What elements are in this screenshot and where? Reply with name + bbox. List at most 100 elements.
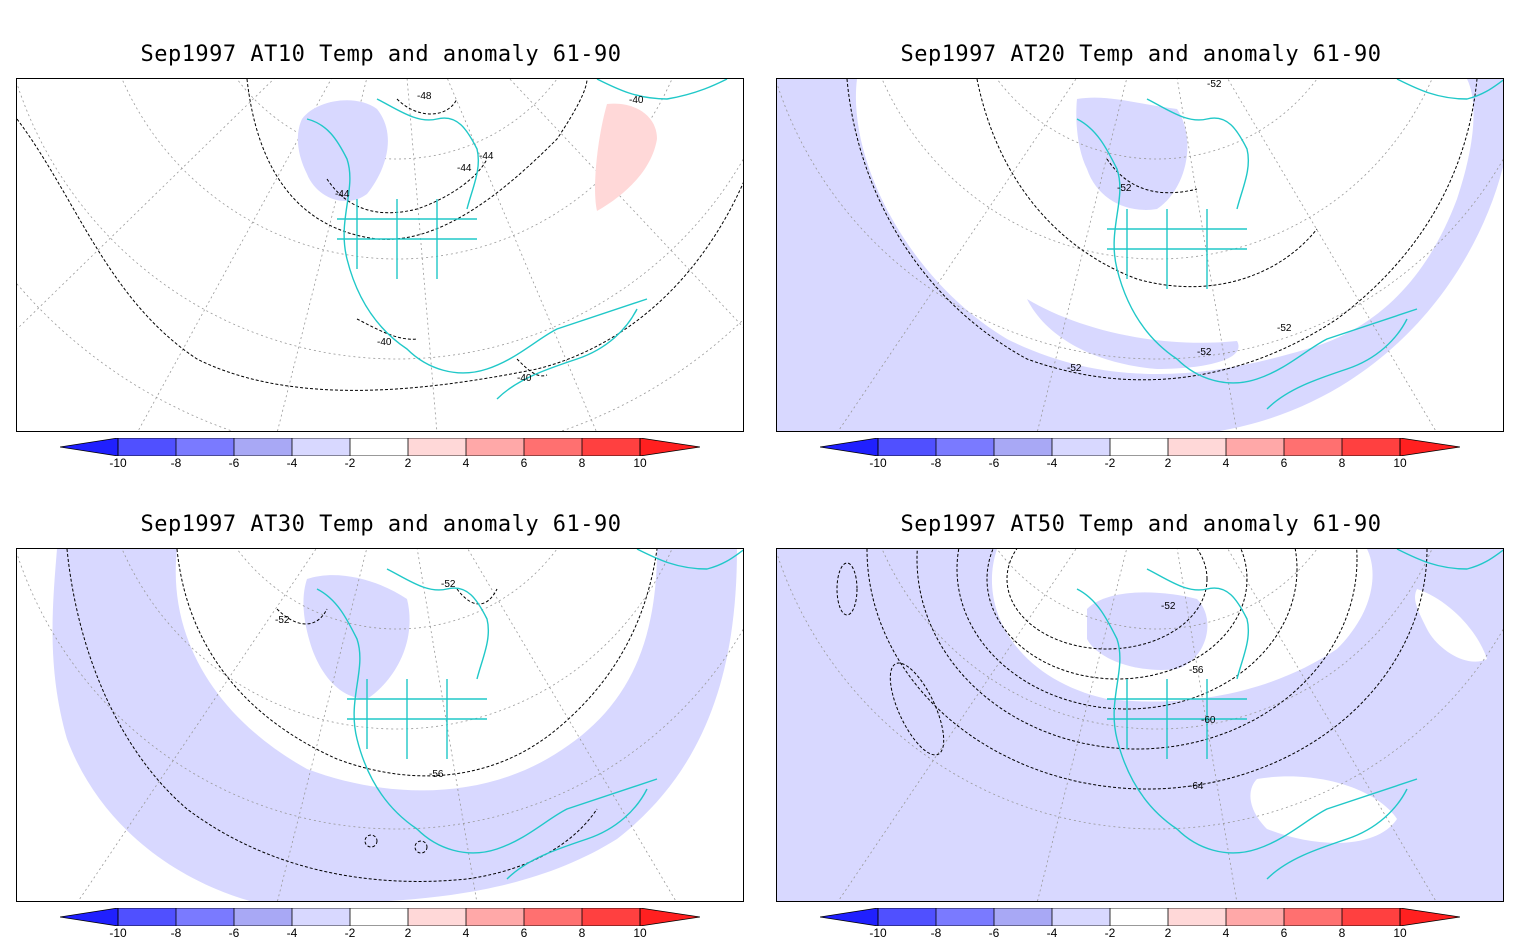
colorbar-tick: -4: [286, 926, 298, 940]
contour-label: -48: [417, 91, 432, 102]
colorbar-tick: 2: [1164, 926, 1172, 940]
colorbar-cell: [878, 908, 936, 926]
colorbar-cell: [936, 908, 994, 926]
colorbar-cell: [176, 438, 234, 456]
contour-label: -44: [457, 163, 472, 174]
colorbar-tick: -4: [1046, 926, 1058, 940]
colorbar-tick: -4: [1046, 456, 1058, 470]
colorbar-cell: [994, 908, 1052, 926]
contour-label: -52: [1117, 183, 1132, 194]
colorbar-cell: [1226, 908, 1284, 926]
contour-label: -52: [1161, 601, 1176, 612]
graticule: [17, 549, 743, 901]
colorbar-cell: [994, 438, 1052, 456]
colorbar-tick: 2: [1164, 456, 1172, 470]
colorbar-tick: 2: [404, 456, 412, 470]
colorbar-tick: -10: [869, 926, 887, 940]
coastlines: [316, 549, 743, 880]
colorbar-cell: [1226, 438, 1284, 456]
colorbar-tick: -8: [930, 926, 942, 940]
colorbar-tick: 6: [520, 456, 528, 470]
colorbar-cell: [1110, 908, 1168, 926]
colorbar-cell: [582, 908, 640, 926]
colorbar-cell: [820, 438, 878, 456]
colorbar-tick: -10: [109, 926, 127, 940]
colorbar-cell: [292, 438, 350, 456]
map-svg: -52 -56 -60 -64: [777, 549, 1503, 901]
colorbar-tick: -10: [869, 456, 887, 470]
colorbar-tick: 2: [404, 926, 412, 940]
panel-title: Sep1997 AT30 Temp and anomaly 61-90: [140, 512, 622, 537]
colorbar-cell: [1400, 908, 1460, 926]
colorbar-tick: -2: [1104, 456, 1116, 470]
colorbar-tick: 10: [1393, 456, 1407, 470]
colorbar-tick: -2: [1104, 926, 1116, 940]
cold-anomaly-region: [1027, 299, 1239, 369]
colorbar-cell: [60, 908, 118, 926]
colorbar: -10 -8 -6 -4 -2 2 4 6 8 10: [819, 437, 1461, 474]
no-anomaly-region: [1250, 776, 1397, 843]
colorbar-tick: 8: [578, 456, 586, 470]
colorbar-cell: [582, 438, 640, 456]
contour-labels: -52 -52 -56: [275, 579, 456, 780]
colorbar-cell: [1168, 438, 1226, 456]
colorbar: -10 -8 -6 -4 -2 2 4 6 8 10: [59, 437, 701, 474]
colorbar-cell: [878, 438, 936, 456]
colorbar-tick: 10: [633, 456, 647, 470]
graticule: [777, 549, 1503, 901]
colorbar-cell: [350, 438, 408, 456]
coastlines: [1076, 549, 1503, 880]
cold-anomaly-region: [1087, 592, 1208, 670]
colorbar-cell: [234, 438, 292, 456]
colorbar-cell: [1284, 908, 1342, 926]
colorbar-cell: [118, 908, 176, 926]
warm-anomaly-region: [595, 103, 657, 211]
colorbar-cell: [640, 438, 700, 456]
contour-labels: -48 -44 -44 -44 -40 -40 -40: [335, 91, 644, 384]
colorbar-svg: [819, 907, 1461, 927]
map-svg: -48 -44 -44 -44 -40 -40 -40: [17, 79, 743, 431]
colorbar-tick: -2: [344, 926, 356, 940]
contour-labels: -52 -52 -52 -52 -52: [1067, 79, 1292, 374]
map-svg: -52 -52 -52 -52 -52: [777, 79, 1503, 431]
colorbar-tick: 10: [1393, 926, 1407, 940]
panel-title: Sep1997 AT50 Temp and anomaly 61-90: [900, 512, 1382, 537]
contour-label: -52: [1207, 79, 1222, 90]
colorbar-tick: 6: [1280, 456, 1288, 470]
colorbar: -10 -8 -6 -4 -2 2 4 6 8 10: [59, 907, 701, 944]
colorbar-cell: [292, 908, 350, 926]
anomaly-shading: [52, 549, 737, 901]
map-frame: -52 -52 -52 -52 -52: [776, 78, 1504, 432]
contour-label: -40: [629, 95, 644, 106]
colorbar-cell: [524, 438, 582, 456]
cold-anomaly-region: [52, 549, 737, 901]
colorbar-tick: 10: [633, 926, 647, 940]
anomaly-shading: [777, 79, 1503, 431]
colorbar-tick: -6: [228, 926, 240, 940]
colorbar-cell: [524, 908, 582, 926]
colorbar-cell: [408, 438, 466, 456]
contour-label: -64: [1189, 781, 1204, 792]
contour-label: -52: [275, 615, 290, 626]
colorbar-cell: [820, 908, 878, 926]
colorbar-cell: [1052, 438, 1110, 456]
contour-label: -52: [1277, 323, 1292, 334]
colorbar-svg: [819, 437, 1461, 457]
colorbar-tick: 4: [462, 456, 470, 470]
colorbar-cell: [1168, 908, 1226, 926]
contour-label: -40: [377, 337, 392, 348]
contour-labels: -52 -56 -60 -64: [1161, 601, 1216, 792]
colorbar-cell: [1342, 908, 1400, 926]
colorbar-tick: 8: [578, 926, 586, 940]
colorbar-tick: -10: [109, 456, 127, 470]
contours: [17, 79, 743, 391]
panel-title: Sep1997 AT10 Temp and anomaly 61-90: [140, 42, 622, 67]
colorbar-tick: -8: [930, 456, 942, 470]
colorbar-cell: [234, 908, 292, 926]
contour-label: -52: [1067, 363, 1082, 374]
contours: [836, 549, 1428, 790]
colorbar-tick: 8: [1338, 456, 1346, 470]
cold-anomaly-region: [777, 79, 1503, 431]
contour-label: -60: [1201, 715, 1216, 726]
coastlines: [306, 79, 728, 400]
